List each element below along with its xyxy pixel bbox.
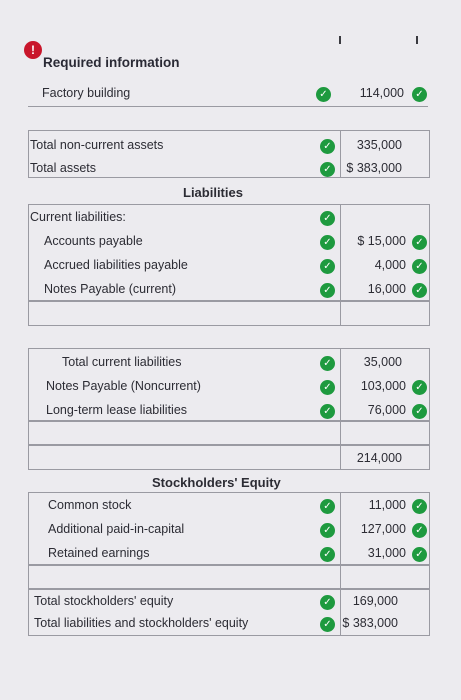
check-icon: ✓ [412,235,427,250]
row-factory-building: Factory building ✓ 114,000 ✓ [28,83,428,106]
row-label: Total non-current assets [30,138,164,152]
row-label: Retained earnings [48,546,150,560]
row-total-noncurrent-assets: Total non-current assets ✓ 335,000 [28,134,428,157]
check-icon: ✓ [320,283,335,298]
row-value[interactable]: 114,000 [359,86,404,100]
check-icon: ✓ [320,356,335,371]
check-icon: ✓ [412,523,427,538]
row-label: Notes Payable (Noncurrent) [46,379,201,393]
top-tick-mark [416,36,418,44]
row-retained-earnings: Retained earnings ✓ 31,000 ✓ [28,542,428,565]
row-total-current-liabilities: Total current liabilities ✓ 35,000 [28,351,428,374]
row-value[interactable]: 103,000 [360,379,406,393]
divider [340,348,341,421]
total-liabilities-box [28,444,430,470]
row-value[interactable]: 31,000 [367,546,406,560]
totals-box [28,130,430,178]
check-icon: ✓ [412,87,427,102]
check-icon: ✓ [412,404,427,419]
row-lease-liabilities: Long-term lease liabilities ✓ 76,000 ✓ [28,399,428,422]
row-label: Long-term lease liabilities [46,403,188,417]
divider [340,300,341,325]
row-total-liab-equity: Total liabilities and stockholders' equi… [28,612,428,635]
noncurrent-liabilities-box [28,348,430,422]
row-value[interactable]: 169,000 [352,594,398,608]
divider [28,106,428,107]
balance-sheet: Factory building ✓ 114,000 ✓ Total non-c… [28,82,430,637]
row-value[interactable]: 35,000 [363,355,402,369]
divider [340,420,341,445]
check-icon: ✓ [412,259,427,274]
row-label: Factory building [42,86,131,100]
check-icon: ✓ [320,523,335,538]
row-value[interactable]: 335,000 [356,138,402,152]
row-value[interactable]: 16,000 [367,282,406,296]
divider [340,588,341,635]
blank-row[interactable] [28,564,430,590]
divider [340,130,341,177]
row-value[interactable]: $ 383,000 [346,161,402,175]
check-icon: ✓ [320,211,335,226]
alert-icon: ! [24,41,42,59]
row-label: Accounts payable [44,234,143,248]
row-label: Notes Payable (current) [44,282,177,296]
equity-totals-box [28,588,430,636]
check-icon: ✓ [316,87,331,102]
check-icon: ✓ [320,499,335,514]
row-accounts-payable: Accounts payable ✓ $ 15,000 ✓ [28,230,428,253]
page-title: Required information [43,55,180,70]
row-label: Accrued liabilities payable [44,258,188,272]
row-value[interactable]: 11,000 [368,498,406,512]
row-notes-payable-noncurrent: Notes Payable (Noncurrent) ✓ 103,000 ✓ [28,375,428,398]
check-icon: ✓ [320,617,335,632]
liabilities-header: Liabilities [183,185,243,200]
blank-row[interactable] [28,300,430,326]
row-label: Total current liabilities [62,355,182,369]
row-notes-payable-current: Notes Payable (current) ✓ 16,000 ✓ [28,278,428,301]
check-icon: ✓ [320,595,335,610]
check-icon: ✓ [320,380,335,395]
check-icon: ✓ [412,547,427,562]
row-current-liabilities: Current liabilities: ✓ [28,206,428,229]
row-total-liabilities: 214,000 [28,447,428,470]
blank-row[interactable] [28,420,430,446]
check-icon: ✓ [320,162,335,177]
row-label: Common stock [48,498,132,512]
check-icon: ✓ [320,259,335,274]
check-icon: ✓ [412,283,427,298]
check-icon: ✓ [320,139,335,154]
current-liabilities-box [28,204,430,302]
check-icon: ✓ [320,547,335,562]
check-icon: ✓ [412,380,427,395]
divider [340,492,341,565]
divider [340,444,341,469]
row-apic: Additional paid-in-capital ✓ 127,000 ✓ [28,518,428,541]
row-value[interactable]: 4,000 [374,258,406,272]
row-value[interactable]: $ 383,000 [342,616,398,630]
equity-header: Stockholders' Equity [152,475,281,490]
row-total-equity: Total stockholders' equity ✓ 169,000 [28,590,428,613]
row-value[interactable]: 214,000 [356,451,402,465]
divider [340,564,341,589]
top-tick-mark [339,36,341,44]
row-label: Total stockholders' equity [34,594,174,608]
check-icon: ✓ [320,235,335,250]
row-label: Total liabilities and stockholders' equi… [34,616,249,630]
row-value[interactable]: 127,000 [360,522,406,536]
row-accrued-liabilities: Accrued liabilities payable ✓ 4,000 ✓ [28,254,428,277]
row-label: Total assets [30,161,97,175]
equity-box [28,492,430,566]
check-icon: ✓ [320,404,335,419]
row-label: Additional paid-in-capital [48,522,185,536]
row-label: Current liabilities: [30,210,126,224]
row-value[interactable]: 76,000 [367,403,406,417]
row-total-assets: Total assets ✓ $ 383,000 [28,157,428,180]
check-icon: ✓ [412,499,427,514]
row-common-stock: Common stock ✓ 11,000 ✓ [28,494,428,517]
divider [340,204,341,301]
row-value[interactable]: $ 15,000 [357,234,406,248]
